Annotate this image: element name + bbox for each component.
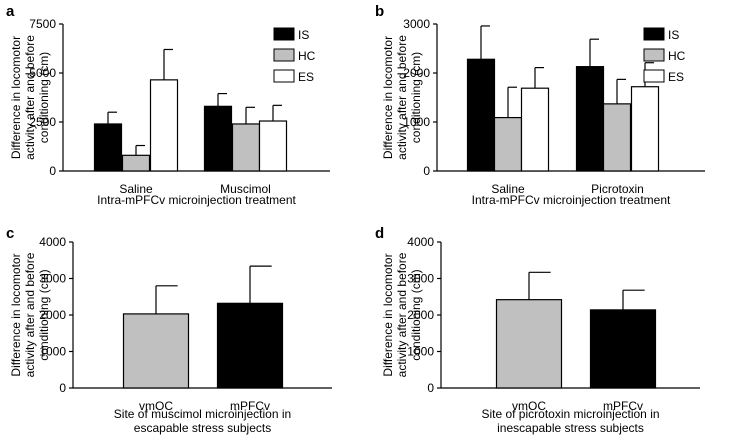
- y-axis-label-line: Difference in locomotor: [381, 36, 395, 159]
- bar-is-saline: [466, 58, 496, 172]
- y-tick-label: 5000: [29, 66, 56, 80]
- bar-is-muscimol: [203, 105, 233, 172]
- bar-hc-saline: [493, 116, 523, 172]
- legend-swatch-hc: [273, 48, 295, 62]
- y-tick-label: 3000: [407, 272, 434, 286]
- y-axis-label-line: conditioning (cm): [409, 269, 423, 360]
- legend-swatch-is: [643, 27, 665, 41]
- legend-label-hc: HC: [298, 49, 316, 63]
- legend-label-is: IS: [298, 28, 309, 42]
- y-axis-label-line: Difference in locomotor: [381, 253, 395, 376]
- y-axis-label: Difference in locomotoractivity after an…: [381, 252, 423, 377]
- y-tick-label: 0: [49, 164, 56, 178]
- x-tick-label: Picrotoxin: [591, 182, 644, 196]
- y-tick-label: 0: [59, 381, 66, 395]
- y-axis-label-line: conditioning (cm): [409, 52, 423, 143]
- bar-mpfcv: [216, 302, 284, 389]
- chart-panel-a: a Difference in locomotoractivity after a…: [6, 3, 330, 207]
- x-tick-label: mPFCv: [230, 399, 270, 413]
- y-tick-label: 2000: [403, 66, 430, 80]
- y-tick-label: 4000: [407, 235, 434, 249]
- legend-swatch-hc: [643, 48, 665, 62]
- bar-es-muscimol: [258, 120, 288, 172]
- bar-vmoc: [495, 299, 563, 389]
- x-tick-label: Saline: [491, 182, 525, 196]
- y-tick-label: 2000: [407, 308, 434, 322]
- bar-is-picrotoxin: [575, 66, 605, 172]
- y-axis-label: Difference in locomotoractivity after an…: [9, 35, 51, 160]
- x-tick-label: Muscimol: [220, 182, 271, 196]
- x-axis-label: Intra-mPFCv microinjection treatment: [97, 193, 296, 207]
- x-axis-label: inescapable stress subjects: [497, 421, 644, 435]
- y-axis-label: Difference in locomotoractivity after an…: [381, 35, 423, 160]
- y-axis-label-line: activity after and before: [395, 35, 409, 160]
- chart-panel-d: d Difference in locomotoractivity after a…: [375, 225, 700, 435]
- panel-letter: a: [6, 3, 15, 20]
- x-tick-label: vmOC: [512, 399, 546, 413]
- bar-hc-muscimol: [231, 123, 261, 172]
- x-tick-label: vmOC: [139, 399, 173, 413]
- y-axis-label-line: activity after and before: [23, 35, 37, 160]
- y-axis-label-line: activity after and before: [23, 252, 37, 377]
- y-tick-label: 1000: [407, 345, 434, 359]
- y-tick-label: 1000: [403, 115, 430, 129]
- bar-hc-picrotoxin: [602, 103, 632, 172]
- y-tick-label: 2500: [29, 115, 56, 129]
- x-axis-label: Intra-mPFCv microinjection treatment: [472, 193, 671, 207]
- legend-swatch-es: [273, 69, 295, 83]
- bar-es-picrotoxin: [630, 86, 660, 172]
- y-tick-label: 2000: [39, 308, 66, 322]
- legend-label-hc: HC: [668, 49, 686, 63]
- legend: IS HC ES: [273, 27, 316, 84]
- x-tick-label: Saline: [119, 182, 153, 196]
- x-tick-label: mPFCv: [603, 399, 643, 413]
- chart-panel-b: b Difference in locomotoractivity after a…: [375, 3, 705, 207]
- y-axis-label-line: conditioning (cm): [37, 52, 51, 143]
- bar-es-saline: [149, 79, 179, 172]
- y-tick-label: 1000: [39, 345, 66, 359]
- x-axis-label: escapable stress subjects: [134, 421, 271, 435]
- bar-vmoc: [122, 313, 190, 389]
- y-tick-label: 7500: [29, 17, 56, 31]
- y-tick-label: 0: [427, 381, 434, 395]
- y-axis-label-line: Difference in locomotor: [9, 36, 23, 159]
- legend-swatch-es: [643, 69, 665, 83]
- x-axis-label: Site of picrotoxin microinjection in: [481, 407, 659, 421]
- y-tick-label: 4000: [39, 235, 66, 249]
- x-axis-label: Site of muscimol microinjection in: [114, 407, 291, 421]
- y-axis-label: Difference in locomotoractivity after an…: [9, 252, 51, 377]
- panel-letter: b: [375, 3, 384, 20]
- legend: IS HC ES: [643, 27, 686, 84]
- chart-panel-c: c Difference in locomotoractivity after a…: [6, 225, 332, 435]
- legend-label-es: ES: [298, 70, 314, 84]
- y-axis-label-line: Difference in locomotor: [9, 253, 23, 376]
- y-tick-label: 0: [423, 164, 430, 178]
- y-tick-label: 3000: [39, 272, 66, 286]
- bar-mpfcv: [589, 309, 657, 389]
- bar-hc-saline: [121, 154, 151, 172]
- legend-swatch-is: [273, 27, 295, 41]
- legend-label-es: ES: [668, 70, 684, 84]
- panel-letter: c: [6, 225, 14, 242]
- y-axis-label-line: conditioning (cm): [37, 269, 51, 360]
- legend-label-is: IS: [668, 28, 679, 42]
- bar-is-saline: [93, 123, 123, 172]
- y-axis-label-line: activity after and before: [395, 252, 409, 377]
- y-tick-label: 3000: [403, 17, 430, 31]
- panel-letter: d: [375, 225, 384, 242]
- bar-es-saline: [520, 87, 550, 172]
